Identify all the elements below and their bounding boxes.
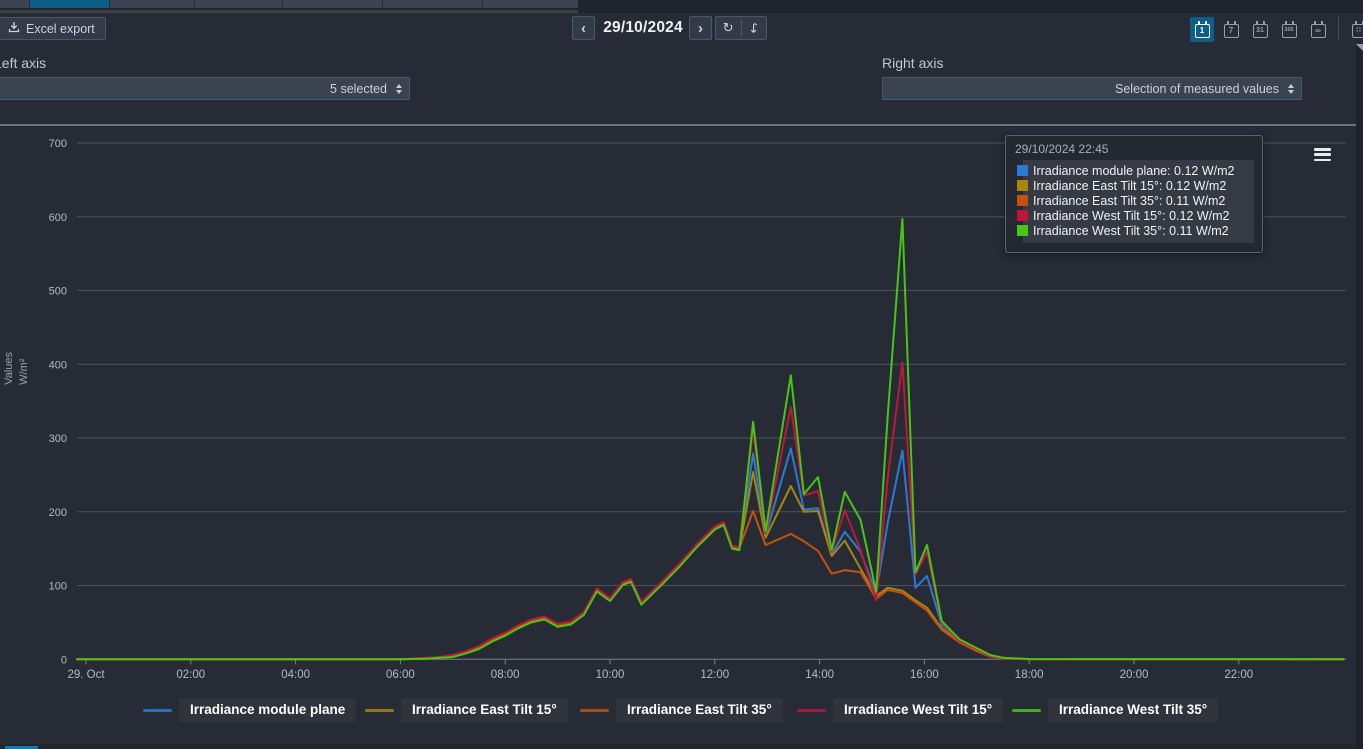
calendar-day-icon: 1 bbox=[1194, 20, 1210, 38]
period-year-button[interactable]: 365 bbox=[1277, 17, 1301, 42]
series-color-swatch bbox=[1017, 210, 1028, 221]
calendar-year-icon: 365 bbox=[1281, 20, 1297, 38]
refresh-button[interactable]: ↻ bbox=[716, 20, 742, 36]
series-line-swatch bbox=[365, 708, 394, 712]
svg-text:14:00: 14:00 bbox=[805, 669, 834, 681]
excel-export-button[interactable]: Excel export bbox=[0, 17, 106, 40]
svg-text:04:00: 04:00 bbox=[281, 669, 310, 681]
select-caret-icon bbox=[396, 83, 402, 94]
period-selector: 1 7 31 365 ∞ ∷ bbox=[1190, 16, 1363, 42]
tooltip-row: Irradiance East Tilt 35°: 0.11 W/m2 bbox=[1017, 193, 1244, 208]
tooltip-row: Irradiance module plane: 0.12 W/m2 bbox=[1017, 163, 1244, 178]
legend-item-west-tilt-15[interactable]: Irradiance West Tilt 15° bbox=[797, 697, 1004, 723]
series-color-swatch bbox=[1017, 225, 1028, 236]
series-color-swatch bbox=[1017, 195, 1028, 206]
svg-text:08:00: 08:00 bbox=[491, 669, 520, 681]
legend-item-east-tilt-15[interactable]: Irradiance East Tilt 15° bbox=[365, 697, 568, 723]
right-axis-select[interactable]: Selection of measured values bbox=[882, 77, 1302, 100]
bottom-progress-indicator bbox=[5, 746, 38, 749]
select-caret-icon bbox=[1288, 83, 1294, 94]
period-day-button[interactable]: 1 bbox=[1190, 16, 1214, 42]
top-tab[interactable] bbox=[195, 0, 283, 8]
svg-text:0: 0 bbox=[61, 654, 67, 666]
legend-item-east-tilt-35[interactable]: Irradiance East Tilt 35° bbox=[580, 697, 783, 723]
series-line-swatch bbox=[797, 708, 826, 712]
period-week-button[interactable]: 7 bbox=[1219, 17, 1243, 42]
svg-text:16:00: 16:00 bbox=[910, 669, 939, 681]
jump-to-latest-button[interactable]: ↪ bbox=[742, 20, 767, 36]
series-line-swatch bbox=[1012, 708, 1041, 712]
svg-text:22:00: 22:00 bbox=[1224, 669, 1253, 681]
svg-text:500: 500 bbox=[49, 286, 67, 298]
svg-text:600: 600 bbox=[49, 212, 67, 224]
tooltip-row: Irradiance West Tilt 15°: 0.12 W/m2 bbox=[1017, 208, 1244, 223]
top-tab[interactable] bbox=[0, 0, 30, 8]
right-axis-label: Right axis bbox=[882, 55, 944, 71]
top-bar-filler bbox=[578, 0, 1363, 13]
legend-item-west-tilt-35[interactable]: Irradiance West Tilt 35° bbox=[1012, 697, 1219, 723]
left-axis-label: Left axis bbox=[0, 55, 47, 71]
left-axis-select-value: 5 selected bbox=[330, 81, 387, 96]
svg-text:20:00: 20:00 bbox=[1120, 669, 1149, 681]
prev-day-button[interactable]: ‹ bbox=[572, 16, 595, 40]
top-tab[interactable] bbox=[283, 0, 383, 8]
date-extra-buttons: ↻ ↪ bbox=[715, 16, 767, 40]
svg-text:02:00: 02:00 bbox=[176, 669, 205, 681]
top-tab[interactable] bbox=[110, 0, 195, 8]
curved-arrow-icon: ↪ bbox=[746, 22, 762, 34]
series-color-swatch bbox=[1017, 180, 1028, 191]
y-axis-title: Values W/m² bbox=[3, 352, 30, 385]
series-line-swatch bbox=[580, 708, 609, 712]
svg-text:10:00: 10:00 bbox=[596, 669, 625, 681]
series-line-swatch bbox=[143, 708, 172, 712]
top-bar-shadow bbox=[0, 10, 578, 13]
vertical-scrollbar[interactable] bbox=[1356, 44, 1363, 749]
top-tab[interactable] bbox=[383, 0, 483, 8]
svg-text:12:00: 12:00 bbox=[700, 669, 729, 681]
top-tab-bar bbox=[0, 0, 578, 8]
period-divider bbox=[1338, 17, 1339, 41]
chart-menu-button[interactable] bbox=[1314, 148, 1331, 161]
refresh-icon: ↻ bbox=[722, 20, 734, 35]
bottom-bar bbox=[0, 744, 1363, 749]
svg-text:18:00: 18:00 bbox=[1015, 669, 1044, 681]
calendar-week-icon: 7 bbox=[1223, 20, 1239, 38]
svg-text:700: 700 bbox=[49, 138, 67, 150]
top-tab-active[interactable] bbox=[30, 0, 110, 8]
period-month-button[interactable]: 31 bbox=[1248, 17, 1272, 42]
tooltip-row: Irradiance East Tilt 15°: 0.12 W/m2 bbox=[1017, 178, 1244, 193]
tooltip-rows: Irradiance module plane: 0.12 W/m2 Irrad… bbox=[1017, 160, 1254, 243]
scrollbar-arrow-icon bbox=[1356, 44, 1363, 51]
panel-separator bbox=[0, 124, 1363, 126]
chart-tooltip: 29/10/2024 22:45 Irradiance module plane… bbox=[1005, 135, 1263, 253]
calendar-infinity-icon: ∞ bbox=[1310, 20, 1326, 38]
svg-text:06:00: 06:00 bbox=[386, 669, 415, 681]
series-color-swatch bbox=[1017, 165, 1028, 176]
left-axis-select[interactable]: 5 selected bbox=[0, 77, 410, 100]
download-icon bbox=[8, 21, 20, 36]
excel-export-label: Excel export bbox=[26, 21, 95, 36]
legend-item-module-plane[interactable]: Irradiance module plane bbox=[143, 697, 357, 723]
top-tab[interactable] bbox=[483, 0, 578, 8]
period-total-button[interactable]: ∞ bbox=[1306, 17, 1330, 42]
svg-text:100: 100 bbox=[49, 581, 67, 593]
tooltip-row: Irradiance West Tilt 35°: 0.11 W/m2 bbox=[1017, 223, 1244, 238]
current-date: 29/10/2024 bbox=[603, 19, 683, 36]
next-day-button[interactable]: › bbox=[689, 16, 712, 40]
top-bar-divider bbox=[0, 8, 578, 10]
tooltip-timestamp: 29/10/2024 22:45 bbox=[1015, 142, 1109, 156]
calendar-custom-icon: ∷ bbox=[1351, 20, 1363, 38]
svg-text:400: 400 bbox=[49, 359, 67, 371]
svg-text:200: 200 bbox=[49, 507, 67, 519]
right-axis-select-value: Selection of measured values bbox=[1115, 81, 1279, 96]
svg-text:29. Oct: 29. Oct bbox=[67, 669, 105, 681]
calendar-month-icon: 31 bbox=[1252, 20, 1268, 38]
period-custom-button[interactable]: ∷ bbox=[1347, 17, 1363, 42]
svg-text:300: 300 bbox=[49, 433, 67, 445]
